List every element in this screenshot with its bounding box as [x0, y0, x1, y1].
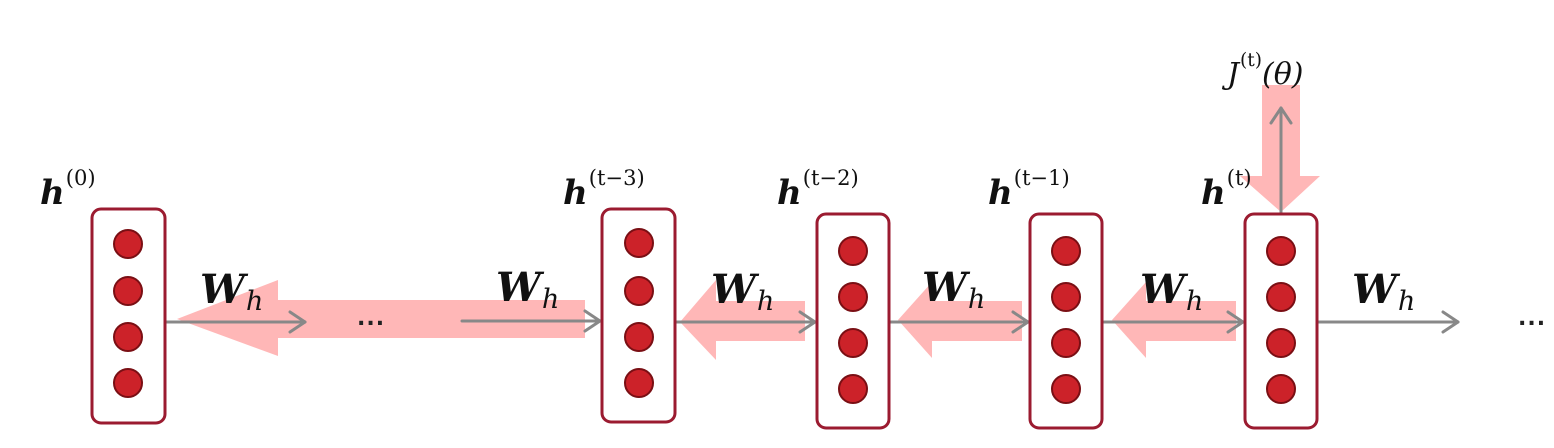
loss-label: J(t)(θ) [1227, 51, 1304, 92]
weight-label-base: W [922, 264, 967, 311]
hidden-cells [90, 207, 1319, 430]
neuron [1051, 374, 1081, 404]
hidden-label-base: h [40, 173, 65, 213]
weight-label-subscript: h [756, 286, 775, 318]
neuron [1266, 374, 1296, 404]
weight-label-base: W [1352, 266, 1397, 313]
hidden-label-base: h [1201, 173, 1226, 213]
forward-arrow-ht-3-to-ht-2 [674, 310, 817, 334]
weight-label-3: Wh [711, 270, 774, 316]
neuron [1051, 236, 1081, 266]
hidden-label-base: h [563, 173, 588, 213]
neuron [838, 328, 868, 358]
hidden-label-base: h [988, 173, 1013, 213]
hidden-cell-ht [1243, 212, 1319, 430]
loss-label-superscript: (t) [1240, 49, 1263, 71]
ellipsis-right: ... [1518, 306, 1547, 331]
weight-label-base: W [496, 264, 541, 311]
neuron [113, 368, 143, 398]
neuron [1266, 328, 1296, 358]
hidden-label-superscript: (t−1) [1013, 164, 1070, 190]
weight-label-base: W [1140, 266, 1185, 313]
neuron [624, 276, 654, 306]
neuron [1266, 236, 1296, 266]
neuron [1266, 282, 1296, 312]
weight-label-subscript: h [541, 284, 560, 316]
gradient-arrows [177, 85, 1320, 360]
hidden-label-superscript: (t) [1226, 164, 1252, 190]
neuron [113, 322, 143, 352]
forward-arrow-ht-1-to-ht [1102, 310, 1245, 334]
weight-label-subscript: h [1397, 286, 1416, 318]
neuron [1051, 282, 1081, 312]
weight-label-subscript: h [1185, 286, 1204, 318]
gradient-arrow-to-ht-3 [680, 280, 805, 360]
loss-label-base: J [1227, 57, 1240, 92]
weight-label-subscript: h [245, 286, 264, 318]
neuron [624, 368, 654, 398]
weight-label-4: Wh [922, 268, 985, 314]
gradient-arrow-to-h0 [177, 280, 585, 356]
weight-label-5: Wh [1140, 270, 1203, 316]
weight-label-2: Wh [496, 268, 559, 314]
neuron [838, 374, 868, 404]
hidden-label-base: h [777, 173, 802, 213]
neuron [113, 229, 143, 259]
hidden-cell-ht-2 [815, 212, 891, 430]
ellipsis-middle: ... [357, 306, 386, 331]
neuron [1051, 328, 1081, 358]
neuron [624, 322, 654, 352]
neuron [838, 282, 868, 312]
loss-label-argument: (θ) [1262, 57, 1304, 92]
hidden-cell-ht-3 [600, 207, 677, 424]
hidden-label-superscript: (0) [65, 164, 96, 190]
hidden-label-h0: h(0) [40, 166, 96, 213]
hidden-label-superscript: (t−3) [588, 164, 645, 190]
hidden-label-ht-3: h(t−3) [563, 166, 645, 213]
hidden-label-ht-1: h(t−1) [988, 166, 1070, 213]
neuron [113, 276, 143, 306]
weight-label-1: Wh [200, 270, 263, 316]
forward-arrows [164, 106, 1460, 334]
weight-label-base: W [200, 266, 245, 313]
hidden-label-ht-2: h(t−2) [777, 166, 859, 213]
forward-arrow-into-ht-3 [460, 309, 602, 333]
hidden-label-superscript: (t−2) [802, 164, 859, 190]
hidden-label-ht: h(t) [1201, 166, 1252, 213]
hidden-cell-ht-1 [1028, 212, 1104, 430]
gradient-arrow-to-ht-2 [898, 282, 1022, 358]
neuron [624, 228, 654, 258]
forward-arrow-ht-out [1316, 310, 1460, 334]
forward-arrow-ht-2-to-ht-1 [888, 310, 1030, 334]
hidden-cell-h0 [90, 207, 167, 425]
weight-label-6: Wh [1352, 270, 1415, 316]
forward-arrow-ht-to-loss [1269, 106, 1293, 214]
weight-label-subscript: h [967, 284, 986, 316]
neuron [838, 236, 868, 266]
weight-label-base: W [711, 266, 756, 313]
forward-arrow-h0-out [164, 310, 307, 334]
gradient-arrow-to-ht-1 [1112, 282, 1236, 358]
